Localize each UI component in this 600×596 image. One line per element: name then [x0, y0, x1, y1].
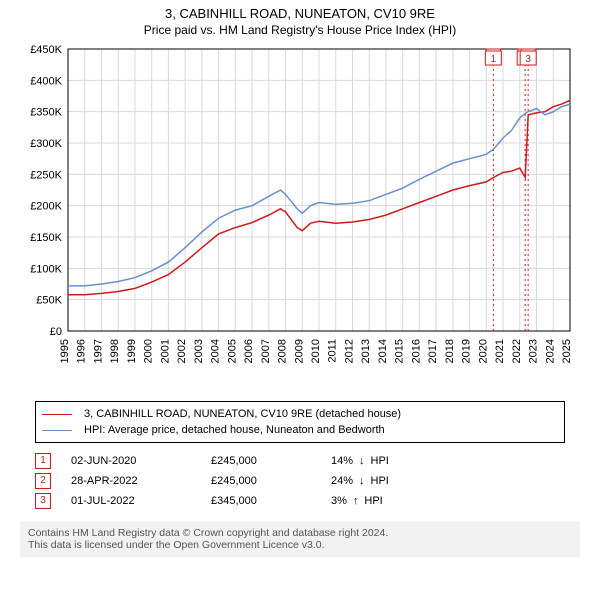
event-date: 02-JUN-2020 — [71, 451, 211, 471]
event-vs: HPI — [371, 471, 389, 491]
event-price: £245,000 — [211, 471, 331, 491]
y-tick-label: £0 — [50, 326, 62, 338]
x-tick-label: 1999 — [126, 339, 138, 363]
x-tick-label: 2000 — [143, 339, 155, 363]
x-tick-label: 2025 — [561, 339, 573, 363]
x-tick-label: 2004 — [210, 339, 222, 363]
x-tick-label: 2015 — [394, 339, 406, 363]
x-tick-label: 2020 — [477, 339, 489, 363]
x-tick-label: 2014 — [377, 339, 389, 363]
x-tick-label: 2013 — [360, 339, 372, 363]
x-tick-label: 2003 — [193, 339, 205, 363]
event-row: 2 28-APR-2022£245,00024% ↓ HPI — [35, 471, 565, 491]
x-tick-label: 2023 — [528, 339, 540, 363]
event-vs: HPI — [364, 491, 382, 511]
event-delta-pct: 14% — [331, 451, 353, 471]
legend-label: 3, CABINHILL ROAD, NUNEATON, CV10 9RE (d… — [84, 406, 401, 422]
footer-line: Contains HM Land Registry data © Crown c… — [28, 527, 572, 539]
price-chart: £0 £50K £100K £150K £200K £250K £300K £350K £400… — [20, 43, 580, 373]
x-tick-label: 2008 — [277, 339, 289, 363]
x-tick-label: 2017 — [427, 339, 439, 363]
legend-swatch — [42, 414, 72, 415]
event-delta: 24% ↓ HPI — [331, 471, 451, 491]
y-tick-label: £200K — [30, 201, 62, 213]
event-date: 28-APR-2022 — [71, 471, 211, 491]
event-date: 01-JUL-2022 — [71, 491, 211, 511]
legend-swatch — [42, 430, 72, 431]
x-tick-label: 2001 — [159, 339, 171, 363]
legend-row: 3, CABINHILL ROAD, NUNEATON, CV10 9RE (d… — [42, 406, 558, 422]
arrow-down-icon: ↓ — [359, 471, 365, 491]
event-delta: 3% ↑ HPI — [331, 491, 451, 511]
x-tick-label: 2022 — [511, 339, 523, 363]
legend-label: HPI: Average price, detached house, Nune… — [84, 422, 385, 438]
x-tick-label: 2009 — [293, 339, 305, 363]
event-marker: 2 — [35, 473, 51, 489]
event-delta-pct: 3% — [331, 491, 347, 511]
x-tick-label: 2011 — [327, 339, 339, 363]
x-tick-label: 2018 — [444, 339, 456, 363]
x-tick-label: 2016 — [410, 339, 422, 363]
event-delta-pct: 24% — [331, 471, 353, 491]
arrow-up-icon: ↑ — [353, 491, 359, 511]
x-tick-label: 2007 — [260, 339, 272, 363]
y-tick-label: £150K — [30, 232, 62, 244]
x-tick-label: 1995 — [59, 339, 71, 363]
x-tick-label: 1997 — [92, 339, 104, 363]
event-price: £245,000 — [211, 451, 331, 471]
footer-line: This data is licensed under the Open Gov… — [28, 539, 572, 551]
x-tick-label: 2012 — [343, 339, 355, 363]
y-tick-label: £250K — [30, 169, 62, 181]
page-subtitle: Price paid vs. HM Land Registry's House … — [0, 23, 600, 37]
y-tick-label: £400K — [30, 75, 62, 87]
x-tick-label: 2021 — [494, 339, 506, 363]
x-tick-label: 2019 — [461, 339, 473, 363]
event-marker: 1 — [35, 453, 51, 469]
y-tick-label: £300K — [30, 138, 62, 150]
y-tick-label: £50K — [36, 295, 62, 307]
x-tick-label: 1998 — [109, 339, 121, 363]
page-title: 3, CABINHILL ROAD, NUNEATON, CV10 9RE — [0, 6, 600, 21]
event-row: 3 01-JUL-2022£345,0003% ↑ HPI — [35, 491, 565, 511]
y-tick-label: £100K — [30, 263, 62, 275]
arrow-down-icon: ↓ — [359, 451, 365, 471]
chart-marker-label: 3 — [525, 54, 531, 65]
event-marker: 3 — [35, 493, 51, 509]
event-vs: HPI — [371, 451, 389, 471]
x-tick-label: 2024 — [544, 339, 556, 363]
event-price: £345,000 — [211, 491, 331, 511]
license-footer: Contains HM Land Registry data © Crown c… — [20, 521, 580, 557]
x-tick-label: 2006 — [243, 339, 255, 363]
y-tick-label: £350K — [30, 107, 62, 119]
x-tick-label: 2010 — [310, 339, 322, 363]
chart-marker-label: 1 — [491, 54, 497, 65]
x-tick-label: 2002 — [176, 339, 188, 363]
legend-row: HPI: Average price, detached house, Nune… — [42, 422, 558, 438]
events-table: 102-JUN-2020£245,00014%↓HPI228-APR-2022£… — [35, 451, 565, 511]
event-delta: 14% ↓ HPI — [331, 451, 451, 471]
event-row: 1 02-JUN-2020£245,00014% ↓ HPI — [35, 451, 565, 471]
chart-legend: 3, CABINHILL ROAD, NUNEATON, CV10 9RE (d… — [35, 401, 565, 443]
x-tick-label: 2005 — [226, 339, 238, 363]
x-tick-label: 1996 — [76, 339, 88, 363]
y-tick-label: £450K — [30, 44, 62, 56]
